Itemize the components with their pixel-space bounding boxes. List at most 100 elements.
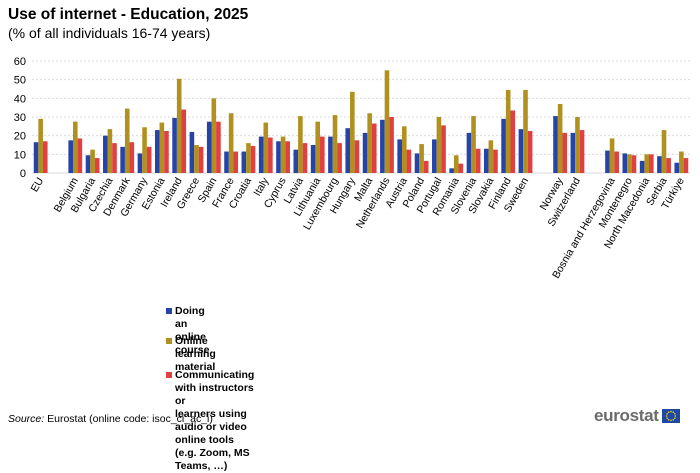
bar bbox=[384, 70, 390, 173]
bar bbox=[622, 153, 628, 173]
x-tick-label: EU bbox=[29, 176, 47, 195]
source-text: Eurostat (online code: isoc_ci_ac_i) bbox=[44, 413, 213, 425]
bar bbox=[345, 128, 351, 173]
bar bbox=[103, 135, 108, 173]
bar bbox=[674, 162, 680, 173]
bar bbox=[397, 139, 402, 173]
legend-label: Online learning material bbox=[175, 335, 216, 373]
bar bbox=[367, 113, 372, 173]
bar bbox=[172, 117, 177, 173]
y-tick-label: 10 bbox=[14, 149, 26, 161]
bar bbox=[362, 132, 368, 173]
bar bbox=[475, 148, 481, 173]
eu-flag-icon bbox=[661, 409, 680, 423]
bar bbox=[228, 113, 234, 173]
bar bbox=[419, 144, 424, 173]
bar bbox=[328, 136, 333, 173]
y-tick-label: 0 bbox=[20, 168, 26, 180]
bar bbox=[85, 155, 91, 173]
bar bbox=[380, 119, 385, 173]
bar bbox=[154, 130, 160, 173]
y-tick-label: 20 bbox=[14, 131, 26, 143]
bar bbox=[389, 117, 394, 173]
bar bbox=[683, 158, 689, 173]
y-tick-label: 40 bbox=[14, 93, 26, 105]
bar bbox=[246, 143, 251, 173]
bar bbox=[631, 155, 637, 173]
bar bbox=[414, 153, 420, 173]
bar bbox=[216, 121, 221, 173]
bar bbox=[94, 158, 100, 173]
chart-title: Use of internet - Education, 2025 bbox=[8, 6, 249, 23]
legend-label: Doing an online course bbox=[175, 305, 210, 356]
bar bbox=[276, 141, 281, 173]
bar bbox=[298, 116, 303, 173]
bar bbox=[527, 131, 533, 173]
bar bbox=[639, 160, 645, 173]
bar bbox=[518, 129, 524, 173]
bar bbox=[523, 89, 528, 173]
bar bbox=[423, 160, 429, 173]
bar bbox=[268, 137, 273, 173]
legend-swatch bbox=[166, 371, 172, 378]
bar bbox=[570, 132, 576, 173]
legend-swatch bbox=[166, 307, 172, 314]
bar bbox=[466, 132, 472, 173]
bar bbox=[627, 154, 632, 173]
bar bbox=[458, 163, 464, 173]
bar bbox=[224, 151, 229, 173]
eurostat-logo: eurostat bbox=[594, 406, 680, 426]
bar bbox=[661, 130, 667, 173]
bar bbox=[562, 132, 568, 173]
source-note: Source: Eurostat (online code: isoc_ci_a… bbox=[8, 413, 213, 425]
y-tick-label: 50 bbox=[14, 75, 26, 87]
bar bbox=[337, 143, 342, 173]
legend-item: Online learning material bbox=[166, 335, 216, 374]
bar bbox=[142, 127, 147, 173]
bar bbox=[605, 150, 610, 173]
bar bbox=[72, 121, 78, 173]
bar bbox=[124, 108, 130, 173]
bar bbox=[657, 156, 662, 173]
bar bbox=[137, 153, 143, 173]
bar bbox=[302, 143, 308, 173]
bar bbox=[241, 151, 247, 173]
bar bbox=[557, 103, 563, 173]
bar bbox=[493, 149, 498, 173]
logo-text: eurostat bbox=[594, 406, 659, 425]
bar bbox=[258, 136, 264, 173]
bar bbox=[90, 149, 95, 173]
bar bbox=[449, 168, 454, 173]
bar bbox=[194, 145, 199, 173]
bar bbox=[575, 117, 580, 173]
y-tick-label: 60 bbox=[14, 56, 26, 68]
bar bbox=[33, 142, 39, 173]
bar bbox=[488, 140, 494, 173]
bar bbox=[293, 149, 299, 173]
bar bbox=[159, 122, 165, 173]
bar bbox=[181, 109, 187, 173]
bar bbox=[280, 136, 286, 173]
bar bbox=[609, 138, 615, 173]
bar bbox=[505, 89, 511, 173]
bar bbox=[38, 118, 43, 173]
bar bbox=[471, 116, 476, 173]
bar bbox=[441, 125, 446, 173]
bar bbox=[644, 154, 650, 173]
bar bbox=[107, 129, 113, 173]
source-label: Source: bbox=[8, 413, 45, 425]
bar bbox=[350, 91, 355, 173]
bar bbox=[310, 145, 316, 173]
bar bbox=[679, 151, 684, 173]
bar bbox=[332, 115, 338, 173]
bar bbox=[436, 117, 442, 173]
bar bbox=[666, 158, 671, 173]
legend-swatch bbox=[166, 337, 172, 344]
bar bbox=[315, 121, 321, 173]
bar bbox=[263, 122, 269, 173]
bar bbox=[432, 139, 437, 173]
bar bbox=[176, 78, 182, 173]
bar bbox=[112, 143, 117, 173]
bar bbox=[198, 146, 204, 173]
